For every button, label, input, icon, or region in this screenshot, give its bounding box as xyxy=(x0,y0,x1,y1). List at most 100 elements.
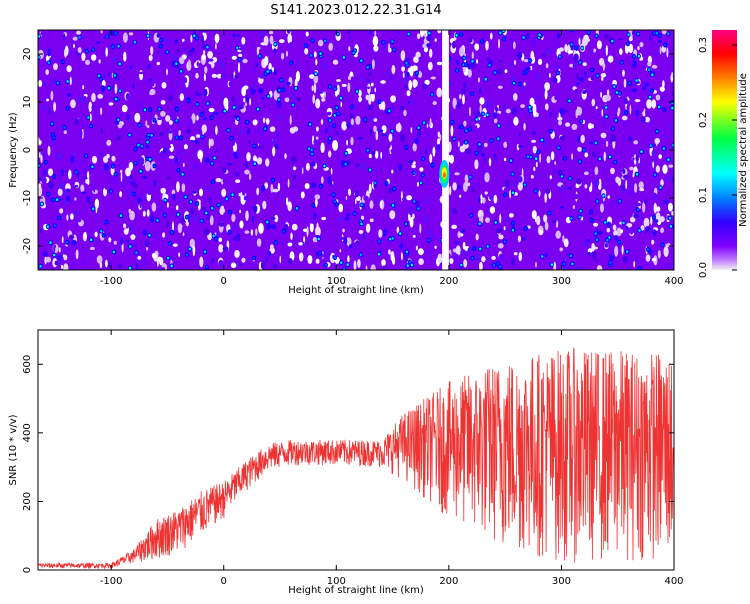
heatmap-cell-mid xyxy=(525,140,531,147)
heatmap-cell-low xyxy=(121,104,128,113)
heatmap-cell-high xyxy=(415,70,419,76)
heatmap-cell-mid xyxy=(545,188,551,195)
heatmap-cell-low xyxy=(408,80,413,91)
heatmap-cell-low xyxy=(287,178,290,188)
heatmap-cell-mid xyxy=(218,222,225,227)
x-tick-label: 0 xyxy=(221,576,227,587)
heatmap-cell-mid xyxy=(309,105,313,113)
heatmap-cell-mid xyxy=(532,131,537,135)
heatmap-cell-mid xyxy=(313,139,318,144)
heatmap-cell-low xyxy=(301,167,304,175)
heatmap-cell-high xyxy=(148,107,153,112)
heatmap-cell-mid xyxy=(639,162,642,166)
heatmap-cell-mid xyxy=(454,240,460,245)
heatmap-cell-low xyxy=(416,181,420,187)
heatmap-cell-mid xyxy=(245,95,250,103)
heatmap-cell-low xyxy=(659,46,662,55)
heatmap-cell-high xyxy=(666,31,671,37)
heatmap-cell-mid xyxy=(457,125,461,130)
heatmap-cell-high xyxy=(52,252,57,258)
heatmap-cell-low xyxy=(555,230,561,239)
heatmap-cell-low xyxy=(90,246,95,251)
heatmap-cell-low xyxy=(544,103,549,111)
heatmap-cell-low xyxy=(263,35,269,46)
heatmap-cell-low xyxy=(651,239,655,245)
heatmap-cell-low xyxy=(549,73,551,78)
heatmap-cell-low xyxy=(437,253,443,264)
heatmap-cell-mid xyxy=(257,145,264,149)
heatmap-cell-mid xyxy=(251,236,254,240)
colorbar-gradient xyxy=(712,30,737,270)
heatmap-cell-high xyxy=(142,107,147,113)
heatmap-cell-low xyxy=(66,214,69,221)
heatmap-cell-mid xyxy=(221,90,225,99)
heatmap-cell-low xyxy=(224,101,229,112)
heatmap-cell-mid xyxy=(379,248,382,253)
heatmap-cell-high xyxy=(480,38,484,44)
heatmap-cell-high xyxy=(91,47,95,53)
heatmap-cell-mid xyxy=(452,207,458,215)
heatmap-cell-high xyxy=(570,261,575,267)
heatmap-cell-mid xyxy=(292,185,296,189)
heatmap-cell-low xyxy=(240,191,243,200)
heatmap-cell-mid xyxy=(292,174,297,181)
heatmap-cell-mid xyxy=(255,62,259,67)
heatmap-cell-high xyxy=(613,159,618,165)
heatmap-cell-high xyxy=(204,210,209,216)
heatmap-cell-low xyxy=(353,260,357,270)
heatmap-cell-mid xyxy=(260,261,265,270)
heatmap-cell-high xyxy=(145,139,150,145)
heatmap-cell-mid xyxy=(479,87,482,95)
heatmap-cell-low xyxy=(375,130,379,141)
heatmap-cell-high xyxy=(157,106,162,112)
heatmap-cell-high xyxy=(99,228,104,234)
heatmap-cell-low xyxy=(270,244,274,250)
heatmap-cell-mid xyxy=(425,229,431,234)
heatmap-cell-high xyxy=(365,64,370,70)
x-tick-label: 200 xyxy=(439,276,458,287)
heatmap-cell-low xyxy=(332,59,339,65)
heatmap-cell-mid xyxy=(88,200,94,206)
heatmap-cell-low xyxy=(73,43,75,48)
heatmap-cell-low xyxy=(262,117,266,124)
heatmap-cell-high xyxy=(155,217,160,223)
heatmap-cell-low xyxy=(199,188,203,197)
heatmap-cell-high xyxy=(652,214,656,220)
heatmap-cell-high xyxy=(509,158,513,164)
heatmap-cell-high xyxy=(200,134,205,140)
heatmap-cell-low xyxy=(214,33,220,44)
heatmap-cell-mid xyxy=(100,127,103,134)
heatmap-cell-mid xyxy=(520,84,524,92)
heatmap-cell-low xyxy=(284,153,287,160)
heatmap-cell-low xyxy=(601,108,604,117)
heatmap-cell-high xyxy=(152,117,157,123)
heatmap-cell-mid xyxy=(669,122,673,129)
heatmap-cell-mid xyxy=(273,69,277,75)
heatmap-cell-mid xyxy=(138,100,144,108)
heatmap-cell-mid xyxy=(47,48,51,57)
heatmap-cell-low xyxy=(621,115,628,121)
heatmap-cell-low xyxy=(584,152,589,158)
heatmap-cell-high xyxy=(567,98,572,104)
heatmap-cell-high xyxy=(568,176,573,181)
heatmap-cell-mid xyxy=(142,193,146,199)
heatmap-cell-low xyxy=(388,133,393,142)
heatmap-cell-mid xyxy=(661,94,664,102)
heatmap-cell-low xyxy=(646,99,652,109)
heatmap-cell-mid xyxy=(470,61,476,69)
heatmap-cell-mid xyxy=(467,247,473,255)
heatmap-cell-low xyxy=(508,213,514,218)
heatmap-cell-mid xyxy=(430,251,433,259)
heatmap-cell-mid xyxy=(337,216,343,223)
heatmap-cell-low xyxy=(244,230,250,234)
heatmap-cell-high xyxy=(38,263,43,269)
heatmap-cell-mid xyxy=(171,54,177,63)
heatmap-cell-low xyxy=(99,262,103,269)
heatmap-cell-low xyxy=(242,58,248,64)
heatmap-cell-mid xyxy=(176,57,179,61)
heatmap-cell-low xyxy=(523,122,526,131)
heatmap-cell-mid xyxy=(402,143,406,152)
heatmap-cell-mid xyxy=(465,252,469,259)
heatmap-cell-high xyxy=(527,104,532,110)
heatmap-cell-low xyxy=(606,89,610,97)
